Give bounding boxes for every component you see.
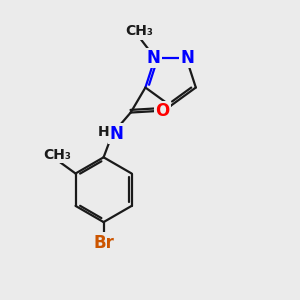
- Text: N: N: [181, 49, 195, 67]
- Text: N: N: [109, 125, 123, 143]
- Text: O: O: [155, 102, 169, 120]
- Text: H: H: [98, 125, 109, 139]
- Text: CH₃: CH₃: [43, 148, 71, 162]
- Text: Br: Br: [93, 234, 114, 252]
- Text: CH₃: CH₃: [125, 24, 153, 38]
- Text: N: N: [147, 49, 160, 67]
